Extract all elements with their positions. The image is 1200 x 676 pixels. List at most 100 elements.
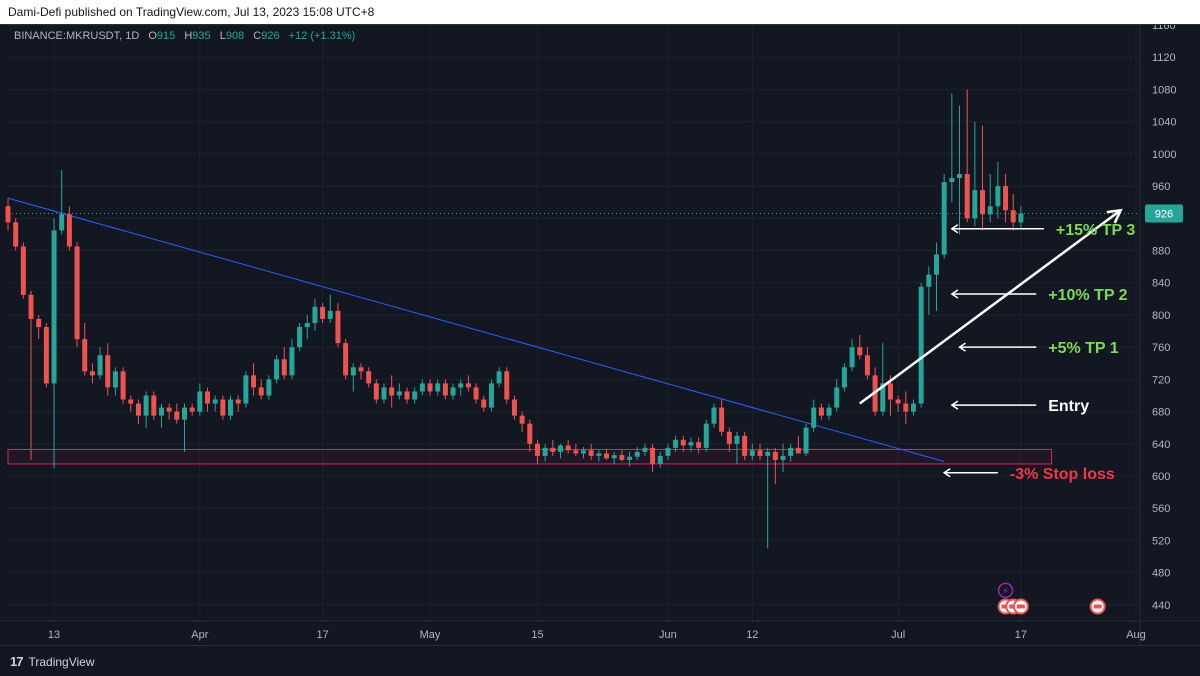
candle (189, 403, 195, 416)
candle (143, 391, 149, 428)
price-tick-label: 960 (1152, 181, 1170, 193)
price-tick-label: 720 (1152, 374, 1170, 386)
low-label: L (219, 30, 226, 42)
candle-body (89, 371, 95, 376)
level-label: Entry (1048, 398, 1089, 415)
candle-body (726, 431, 732, 444)
candle (320, 302, 326, 323)
candle (826, 403, 832, 420)
candle (841, 363, 847, 392)
candle-body (5, 206, 11, 223)
candle (458, 379, 464, 396)
candle-body (281, 359, 287, 376)
candle (957, 105, 963, 235)
price-tick-label: 1040 (1152, 117, 1176, 129)
candle-body (228, 399, 234, 416)
candle (642, 443, 648, 456)
candle-body (688, 442, 694, 446)
candle-body (427, 383, 433, 392)
open-value: 915 (156, 30, 176, 42)
candle-body (212, 399, 218, 404)
candle (726, 427, 732, 452)
candle-body (995, 186, 1001, 207)
time-tick-label: Jun (659, 629, 677, 641)
candle-body (650, 447, 656, 464)
candle (703, 419, 709, 452)
price-tick-label: 800 (1152, 310, 1170, 322)
brand-name: TradingView (28, 654, 95, 669)
candle-body (97, 355, 103, 376)
candle (481, 395, 487, 412)
candle (849, 339, 855, 372)
candle (757, 443, 763, 460)
price-tick-label: 560 (1152, 503, 1170, 515)
candle-body (174, 411, 180, 420)
candle-body (366, 371, 372, 384)
candle-body (910, 403, 916, 412)
lightning-glyph-icon: ⚡ (1002, 586, 1009, 597)
us-flag-stripe-icon (1016, 604, 1025, 609)
time-tick-label: Apr (191, 629, 208, 641)
candle-body (933, 254, 939, 275)
time-tick-label: 15 (531, 629, 543, 641)
candle (519, 411, 525, 432)
candlestick-chart[interactable]: +15% TP 3 +10% TP 2 +5% TP 1 Entry -3% Stop … (0, 20, 1200, 646)
candle (910, 399, 916, 416)
chart-area[interactable]: +15% TP 3 +10% TP 2 +5% TP 1 Entry -3% Stop … (0, 20, 1200, 646)
candle-body (197, 391, 203, 412)
candle-body (834, 387, 840, 408)
tradingview-brand[interactable]: 17 TradingView (10, 654, 95, 669)
level-arrow-head (942, 468, 951, 478)
candle-body (665, 447, 671, 456)
candle-body (266, 379, 272, 396)
candle (251, 363, 257, 396)
candle (504, 367, 510, 404)
candle-body (657, 455, 663, 464)
candle (880, 343, 886, 416)
tradingview-logo-icon: 17 (10, 654, 24, 669)
candle-body (611, 455, 617, 459)
candle (611, 451, 617, 464)
candle (128, 395, 134, 412)
candle-body (389, 387, 395, 396)
candle-body (343, 343, 349, 376)
candle-body (895, 399, 901, 404)
publish-bar: Dami-Defi published on TradingView.com, … (0, 0, 1200, 24)
candle (834, 379, 840, 412)
candle-body (274, 359, 280, 380)
candle-body (857, 347, 863, 356)
candle-body (112, 371, 118, 388)
candle (297, 323, 303, 352)
candle-body (120, 371, 126, 400)
candle-body (619, 455, 625, 460)
candle (803, 423, 809, 456)
candle-body (158, 407, 164, 416)
candle (335, 302, 341, 348)
candle (926, 266, 932, 315)
candle-body (358, 367, 364, 372)
candle (581, 447, 587, 459)
candle (811, 399, 817, 432)
last-price-badge (1145, 204, 1183, 223)
candle (918, 282, 924, 408)
candle-body (412, 391, 418, 400)
candle (396, 383, 402, 400)
candle (972, 121, 978, 227)
price-tick-label: 760 (1152, 342, 1170, 354)
candle-body (673, 439, 679, 448)
candle-body (304, 323, 310, 328)
candle-body (1003, 186, 1009, 211)
candle (857, 335, 863, 360)
candle (5, 198, 11, 231)
candle-body (181, 407, 187, 420)
candle-body (765, 451, 771, 456)
symbol-name: BINANCE:MKRUSDT, 1D (14, 30, 140, 42)
candle (657, 451, 663, 468)
candle (358, 363, 364, 380)
candle (266, 375, 272, 400)
price-tick-label: 840 (1152, 278, 1170, 290)
candle (987, 174, 993, 223)
candle-body (404, 391, 410, 400)
candle (151, 391, 157, 420)
candle (105, 343, 111, 396)
